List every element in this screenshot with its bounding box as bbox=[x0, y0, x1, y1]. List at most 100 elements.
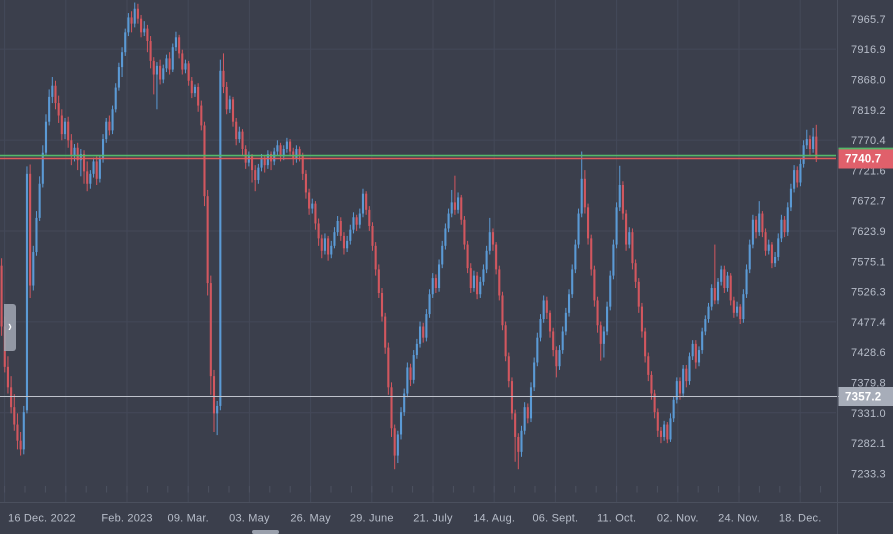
candle-body bbox=[574, 244, 577, 270]
candle-body bbox=[336, 220, 339, 233]
candle-body bbox=[393, 428, 396, 456]
candle-body bbox=[101, 139, 105, 159]
candle-body bbox=[564, 312, 567, 332]
candle-body bbox=[808, 139, 811, 150]
candle-body bbox=[136, 8, 139, 19]
candle-body bbox=[514, 413, 517, 437]
candle-body bbox=[197, 86, 200, 106]
candle-body bbox=[330, 245, 333, 255]
candle-body bbox=[403, 393, 406, 413]
candle-body bbox=[130, 17, 133, 24]
price-tick-label: 7282.1 bbox=[851, 438, 886, 450]
candle-body bbox=[298, 149, 301, 156]
candle-body bbox=[162, 68, 165, 80]
candle-body bbox=[0, 265, 3, 327]
candle-body bbox=[758, 213, 761, 233]
candle-body bbox=[193, 86, 197, 94]
candle-body bbox=[342, 235, 346, 249]
candle-body bbox=[133, 8, 136, 24]
candle-body bbox=[637, 281, 640, 307]
time-tick-label: 18. Dec. bbox=[779, 513, 822, 525]
candle-body bbox=[282, 149, 285, 157]
candle-body bbox=[38, 183, 41, 218]
candle-body bbox=[488, 232, 491, 251]
candle-body bbox=[124, 32, 127, 53]
candle-body bbox=[786, 207, 789, 233]
candle-body bbox=[767, 244, 770, 251]
candle-body bbox=[231, 99, 235, 122]
candle-body bbox=[732, 300, 735, 313]
candle-body bbox=[501, 295, 504, 326]
panel-expand-handle[interactable]: › bbox=[4, 304, 16, 351]
bid-price-badge: 7740.7 bbox=[838, 147, 893, 169]
candle-body bbox=[73, 147, 76, 156]
candle-body bbox=[165, 58, 168, 69]
candle-body bbox=[634, 263, 637, 282]
time-tick-label: 29. June bbox=[350, 513, 394, 525]
candle-body bbox=[35, 217, 38, 253]
candle-body bbox=[371, 225, 374, 246]
candle-body bbox=[70, 140, 73, 156]
candle-body bbox=[311, 203, 314, 209]
candle-body bbox=[577, 213, 580, 245]
candle-body bbox=[390, 387, 393, 429]
candle-body bbox=[625, 213, 628, 245]
candle-body bbox=[320, 238, 323, 251]
candle-body bbox=[567, 294, 571, 313]
candle-body bbox=[720, 269, 723, 282]
candle-body bbox=[111, 109, 114, 131]
price-tick-label: 7477.4 bbox=[851, 317, 886, 329]
candle-body bbox=[260, 157, 263, 168]
candle-body bbox=[777, 238, 780, 257]
candle-body bbox=[323, 238, 326, 251]
candle-body bbox=[257, 167, 260, 181]
scrollbar-thumb[interactable] bbox=[252, 530, 279, 534]
candle-body bbox=[187, 63, 190, 81]
candle-body bbox=[29, 173, 32, 286]
candle-body bbox=[422, 326, 425, 338]
candle-body bbox=[751, 219, 754, 245]
candle-body bbox=[184, 63, 187, 70]
candle-body bbox=[685, 368, 688, 382]
candle-body bbox=[482, 269, 485, 282]
candle-body bbox=[672, 399, 675, 419]
time-axis[interactable]: 16 Dec. 2022 Feb. 2023 09. Mar. 03. May 26. … bbox=[8, 513, 821, 525]
candle-body bbox=[146, 28, 149, 42]
candle-body bbox=[561, 331, 564, 351]
candle-body bbox=[270, 153, 273, 162]
price-axis[interactable]: 7965.77916.97868.07819.27770.47721.67672… bbox=[851, 14, 886, 481]
candle-body bbox=[526, 407, 529, 419]
candle-body bbox=[285, 141, 288, 150]
candle-body bbox=[618, 184, 621, 208]
price-tick-label: 7916.9 bbox=[851, 44, 886, 56]
candle-body bbox=[171, 47, 174, 70]
candle-body bbox=[181, 53, 184, 70]
candle-body bbox=[783, 219, 786, 233]
candle-body bbox=[441, 245, 444, 265]
candle-body bbox=[431, 278, 434, 295]
candle-body bbox=[301, 155, 304, 174]
price-tick-label: 7623.9 bbox=[851, 226, 886, 238]
candle-body bbox=[697, 350, 701, 363]
candle-body bbox=[168, 58, 171, 70]
candle-body bbox=[599, 325, 602, 344]
candle-body bbox=[368, 209, 371, 226]
candle-body bbox=[418, 326, 422, 344]
time-tick-label: 26. May bbox=[290, 513, 331, 525]
price-tick-label: 7233.3 bbox=[851, 468, 886, 480]
candle-body bbox=[469, 268, 472, 289]
candle-body bbox=[694, 343, 697, 363]
time-tick-label: 16 Dec. 2022 bbox=[8, 513, 76, 525]
candle-body bbox=[583, 178, 586, 208]
candle-body bbox=[200, 105, 203, 126]
candle-body bbox=[63, 121, 67, 135]
time-tick-label: 24. Nov. bbox=[718, 513, 760, 525]
candle-body bbox=[536, 337, 539, 363]
candle-body bbox=[587, 207, 590, 239]
candle-body bbox=[650, 374, 653, 394]
candle-body bbox=[485, 250, 488, 270]
time-tick-label: 06. Sept. bbox=[532, 513, 578, 525]
candle-body bbox=[346, 240, 349, 249]
